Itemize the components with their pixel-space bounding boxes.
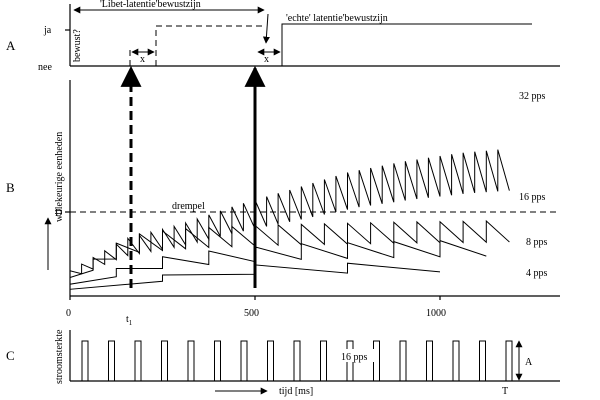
- x-label-2: x: [264, 54, 269, 65]
- series-8pps-label: 8 pps: [526, 237, 548, 248]
- series-8pps-trace: [69, 239, 487, 296]
- duration-label: T: [502, 386, 508, 397]
- threshold-label: drempel: [172, 201, 205, 212]
- x-label-1: x: [140, 54, 145, 65]
- panel-a-no-label: nee: [38, 62, 52, 73]
- pulse-train: [70, 340, 513, 382]
- panel-letter-c: C: [6, 348, 15, 363]
- panel-b-ylabel: willekeurige eenheden: [54, 132, 65, 222]
- threshold-tick-label: D: [55, 208, 62, 219]
- real-label: 'echte' latentie'bewustzijn: [286, 13, 388, 24]
- libet-step: [129, 25, 266, 66]
- panel-a: ja nee bewust? 'Libet-latentie'bewustzij…: [38, 0, 560, 73]
- panel-a-ylabel: bewust?: [72, 29, 83, 62]
- x-tick-label-1000: 1000: [426, 308, 446, 319]
- time-label: tijd [ms]: [279, 386, 313, 397]
- series-16pps-label: 16 pps: [519, 192, 546, 203]
- x-tick-label-500: 500: [244, 308, 259, 319]
- t1-label: t1: [126, 314, 133, 327]
- amplitude-label: A: [525, 357, 533, 368]
- panel-c-ylabel: stroomsterkte: [54, 329, 65, 384]
- pulse-label-bg: [340, 349, 374, 362]
- series-16pps-trace: [69, 219, 510, 296]
- x-tick-label-0: 0: [66, 308, 71, 319]
- real-arrow: [262, 13, 270, 44]
- series-4pps-label: 4 pps: [526, 268, 548, 279]
- panel-b: willekeurige eenheden D drempel 0 500 10…: [44, 80, 560, 327]
- series-4pps-trace: [69, 262, 441, 296]
- libet-label: 'Libet-latentie'bewustzijn: [100, 0, 201, 10]
- panel-letter-b: B: [6, 180, 15, 195]
- series-32pps-label: 32 pps: [519, 91, 546, 102]
- series-32pps-trace: [69, 149, 510, 296]
- pulse-rate-label: 16 pps: [341, 352, 368, 363]
- panel-letter-a: A: [6, 38, 16, 53]
- real-step: [256, 23, 532, 67]
- panel-a-yes-label: ja: [43, 25, 52, 36]
- panel-c: stroomsterkte 16 pps A T tijd [ms]: [54, 329, 560, 397]
